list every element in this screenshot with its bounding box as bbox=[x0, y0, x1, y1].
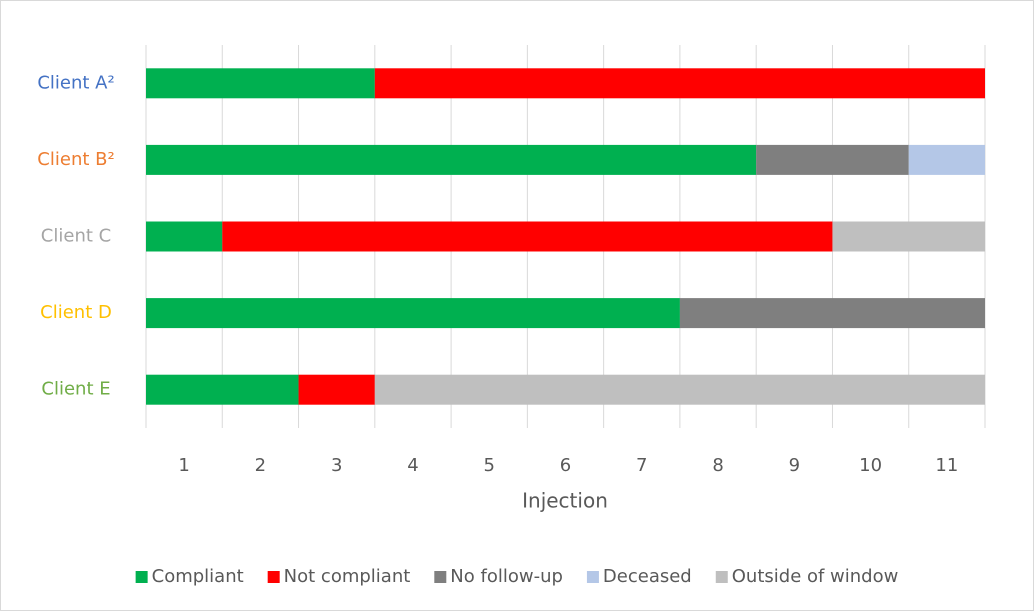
bar-segment bbox=[832, 221, 985, 252]
bar-segment bbox=[146, 221, 223, 252]
bar-segment bbox=[222, 221, 833, 252]
legend-swatch bbox=[135, 571, 148, 583]
y-tick-label: Client C bbox=[41, 226, 111, 247]
legend-label: Compliant bbox=[152, 566, 244, 587]
y-tick-label: Client E bbox=[41, 379, 110, 400]
legend-swatch bbox=[434, 571, 447, 583]
bar-segment bbox=[146, 68, 375, 99]
bar-segment bbox=[908, 144, 985, 175]
x-tick-label: 6 bbox=[560, 455, 571, 476]
x-tick-label: 8 bbox=[712, 455, 723, 476]
x-tick-label: 5 bbox=[484, 455, 495, 476]
bar-segment bbox=[679, 298, 985, 329]
x-tick-label: 10 bbox=[859, 455, 882, 476]
bar-segment bbox=[146, 298, 680, 329]
bar-segment bbox=[374, 374, 985, 405]
legend-swatch bbox=[715, 571, 728, 583]
y-tick-label: Client D bbox=[40, 302, 112, 323]
legend-label: No follow-up bbox=[450, 566, 563, 587]
bar-segment bbox=[146, 144, 757, 175]
bar-segment bbox=[146, 374, 299, 405]
bar-segment bbox=[298, 374, 375, 405]
legend-label: Deceased bbox=[603, 566, 692, 587]
x-tick-label: 9 bbox=[789, 455, 800, 476]
x-tick-label: 1 bbox=[178, 455, 189, 476]
x-axis-title: Injection bbox=[522, 489, 608, 513]
y-tick-label: Client A² bbox=[37, 72, 114, 93]
x-tick-label: 2 bbox=[255, 455, 266, 476]
legend-swatch bbox=[586, 571, 599, 583]
y-tick-label: Client B² bbox=[37, 149, 114, 170]
legend-swatch bbox=[267, 571, 280, 583]
legend-label: Outside of window bbox=[732, 566, 899, 587]
x-tick-label: 11 bbox=[935, 455, 958, 476]
x-tick-label: 4 bbox=[407, 455, 418, 476]
x-tick-label: 3 bbox=[331, 455, 342, 476]
legend-label: Not compliant bbox=[284, 566, 411, 587]
x-tick-label: 7 bbox=[636, 455, 647, 476]
bar-segment bbox=[756, 144, 909, 175]
bar-segment bbox=[374, 68, 985, 99]
